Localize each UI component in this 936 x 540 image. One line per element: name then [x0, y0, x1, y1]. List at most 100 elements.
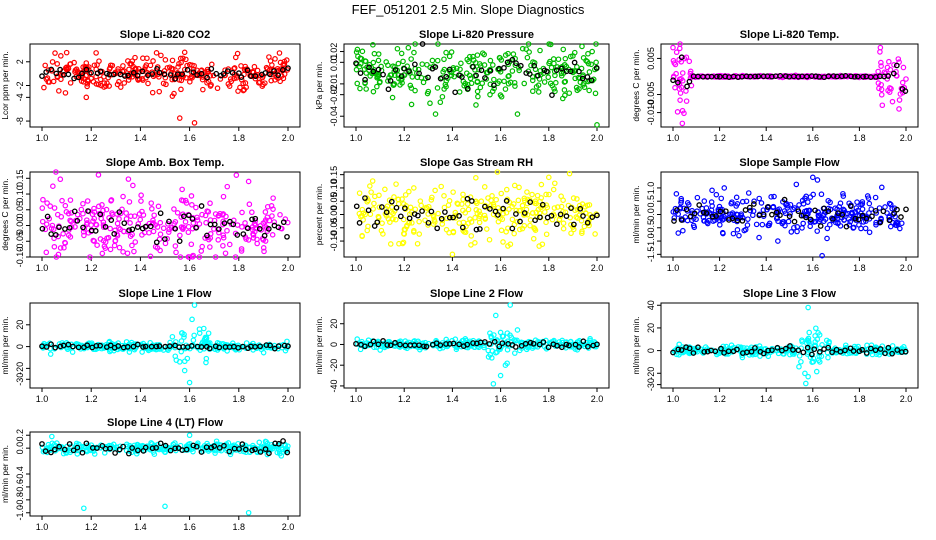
x-tick-label: 1.6	[494, 263, 507, 273]
reference-point	[74, 444, 81, 451]
x-tick-label: 1.4	[134, 263, 147, 273]
x-tick-label: 1.0	[36, 522, 49, 532]
data-point	[251, 63, 258, 70]
reference-point	[236, 446, 242, 452]
data-point	[121, 80, 128, 86]
data-point	[186, 432, 193, 439]
data-point	[505, 50, 511, 57]
reference-point	[52, 232, 59, 238]
reference-point	[829, 349, 835, 356]
data-point	[545, 74, 552, 81]
panel-title: Slope Li-820 Temp.	[740, 29, 839, 41]
data-point	[121, 228, 127, 235]
data-point	[84, 220, 90, 226]
data-point	[67, 217, 73, 224]
reference-point	[415, 212, 421, 219]
x-tick-label: 2.0	[282, 522, 295, 532]
data-point	[679, 107, 686, 114]
data-point	[494, 349, 500, 355]
data-point	[39, 218, 46, 225]
data-point	[157, 231, 164, 238]
reference-point	[267, 342, 273, 349]
data-point	[354, 80, 361, 87]
data-point	[39, 205, 46, 211]
data-point	[182, 219, 189, 225]
data-point	[896, 97, 903, 103]
reference-point	[812, 73, 819, 80]
data-point	[166, 226, 172, 233]
data-point	[212, 450, 218, 456]
data-point	[50, 78, 57, 85]
x-tick-label: 1.8	[543, 263, 556, 273]
data-point	[672, 61, 679, 68]
data-point	[675, 230, 682, 236]
data-point	[862, 225, 869, 232]
data-point	[878, 184, 885, 191]
data-point	[422, 217, 428, 224]
data-point	[90, 448, 97, 454]
data-point	[93, 81, 100, 87]
data-point	[442, 81, 449, 88]
reference-point	[375, 66, 382, 73]
data-point	[110, 342, 117, 348]
reference-point	[549, 92, 555, 99]
panel-7: Slope Line 1 Flow ml/min per min. 1.0 1.2 1.…	[0, 288, 301, 404]
data-point	[515, 197, 522, 204]
reference-point	[65, 71, 72, 78]
data-point	[562, 55, 569, 62]
data-point	[446, 198, 453, 204]
data-point	[54, 61, 61, 67]
x-tick-label: 2.0	[591, 394, 604, 404]
data-point	[387, 72, 394, 78]
y-tick-label: 0.15	[329, 166, 339, 184]
x-tick-label: 1.4	[446, 394, 459, 404]
reference-point	[92, 228, 99, 234]
reference-point	[129, 226, 136, 233]
data-point	[199, 243, 205, 250]
y-tick-label: -20	[15, 362, 25, 375]
reference-point	[39, 441, 45, 447]
reference-point	[387, 342, 394, 349]
reference-point	[713, 213, 719, 219]
data-point	[72, 67, 79, 74]
data-point	[74, 211, 81, 218]
data-point	[214, 85, 221, 92]
data-point	[191, 302, 198, 308]
data-point	[359, 48, 366, 55]
data-point	[104, 80, 110, 86]
reference-point	[121, 220, 128, 227]
data-point	[889, 343, 896, 349]
reference-point	[513, 60, 519, 67]
reference-point	[450, 214, 456, 221]
data-point	[541, 79, 548, 85]
reference-point	[691, 210, 698, 217]
data-point	[593, 41, 599, 47]
reference-point	[166, 343, 173, 349]
data-point	[706, 209, 713, 216]
reference-point	[486, 341, 493, 347]
data-point	[854, 199, 860, 205]
data-point	[425, 88, 432, 95]
data-point	[701, 218, 707, 224]
data-point	[162, 240, 169, 247]
data-point	[367, 73, 373, 79]
reference-point	[224, 68, 231, 74]
reference-point	[456, 341, 462, 348]
data-point	[866, 200, 873, 207]
reference-point	[809, 351, 815, 358]
data-point	[785, 218, 792, 225]
data-point	[677, 97, 683, 103]
data-point	[758, 345, 764, 352]
data-point	[504, 346, 511, 353]
reference-point	[97, 342, 103, 349]
reference-point	[482, 203, 488, 210]
x-tick-label: 1.6	[494, 133, 507, 143]
data-point	[587, 335, 593, 342]
reference-point	[527, 199, 534, 205]
reference-point	[447, 341, 453, 347]
y-tick-label: -0.05	[15, 231, 25, 252]
data-point	[282, 442, 289, 449]
reference-point	[401, 65, 408, 72]
data-point	[372, 193, 378, 200]
data-point	[516, 226, 523, 233]
